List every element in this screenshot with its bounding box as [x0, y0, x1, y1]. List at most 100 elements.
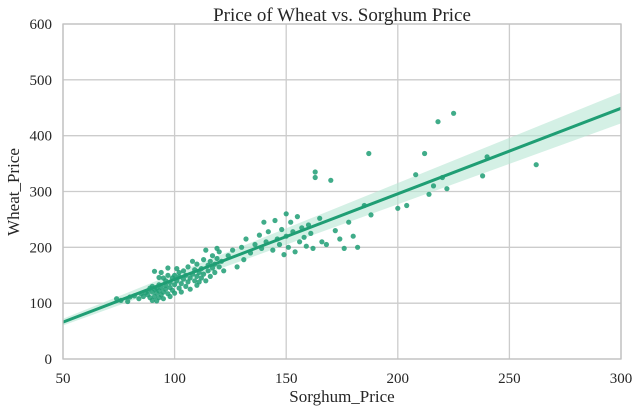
x-tick-label: 150: [275, 371, 298, 387]
data-point: [176, 285, 182, 291]
data-point: [174, 266, 180, 272]
data-point: [426, 191, 432, 197]
data-point: [281, 252, 287, 258]
data-point: [172, 282, 178, 288]
x-tick-label: 200: [387, 371, 410, 387]
data-point: [136, 296, 142, 302]
data-point: [301, 234, 307, 240]
data-point: [285, 244, 291, 250]
data-point: [187, 286, 193, 292]
y-tick-label: 500: [30, 73, 53, 89]
data-point: [413, 172, 419, 178]
data-points: [114, 110, 539, 305]
data-point: [178, 281, 184, 287]
data-point: [203, 278, 209, 284]
data-point: [332, 228, 338, 234]
data-point: [323, 241, 329, 248]
data-point: [241, 257, 247, 263]
plot-frame: [62, 23, 622, 360]
data-point: [207, 258, 213, 264]
data-point: [156, 274, 162, 281]
data-point: [312, 174, 318, 181]
data-point: [167, 293, 173, 300]
y-tick-labels: 0 100 200 300 400 500 600: [30, 17, 53, 368]
data-point: [261, 219, 267, 225]
data-point: [294, 214, 300, 220]
data-point: [355, 244, 361, 250]
data-point: [201, 257, 207, 263]
data-point: [140, 293, 146, 300]
data-point: [297, 239, 303, 245]
data-point: [272, 217, 278, 224]
data-point: [172, 290, 178, 296]
data-point: [198, 275, 204, 281]
y-tick-label: 300: [30, 185, 53, 201]
data-point: [276, 241, 283, 248]
regression-line: [62, 106, 622, 324]
data-point: [430, 183, 437, 189]
data-point: [149, 297, 155, 303]
data-point: [180, 268, 187, 274]
data-point: [451, 110, 457, 116]
data-point: [292, 249, 298, 255]
data-point: [480, 173, 486, 179]
data-point: [125, 298, 131, 305]
data-point: [230, 247, 236, 253]
data-point: [368, 212, 374, 218]
data-point: [288, 219, 294, 225]
data-point: [319, 239, 325, 245]
data-point: [189, 258, 196, 264]
data-point: [279, 226, 285, 233]
data-point: [196, 279, 202, 285]
data-point: [395, 205, 401, 211]
data-point: [346, 219, 352, 225]
data-point: [178, 289, 184, 295]
data-point: [203, 247, 209, 253]
data-point: [201, 271, 207, 277]
data-point: [239, 244, 245, 250]
data-point: [165, 265, 171, 271]
data-point: [337, 236, 343, 242]
data-point: [172, 272, 178, 278]
data-point: [185, 264, 191, 270]
data-point: [270, 247, 276, 253]
y-tick-label: 100: [30, 296, 53, 312]
x-tick-labels: 50 100 150 200 250 300: [56, 371, 633, 387]
data-point: [435, 119, 441, 125]
x-tick-label: 300: [610, 371, 633, 387]
data-point: [163, 286, 169, 292]
data-point: [310, 245, 316, 251]
data-point: [214, 255, 220, 262]
data-point: [221, 268, 227, 274]
data-point: [533, 162, 539, 168]
data-point: [243, 236, 249, 242]
x-tick-label: 100: [163, 371, 186, 387]
data-point: [158, 269, 164, 276]
data-point: [234, 264, 240, 270]
data-point: [265, 229, 271, 235]
data-point: [317, 215, 323, 221]
data-point: [341, 245, 347, 251]
data-point: [350, 233, 356, 239]
data-point: [216, 249, 222, 255]
data-point: [176, 269, 182, 276]
data-point: [212, 269, 218, 276]
data-point: [165, 272, 171, 278]
data-point: [194, 273, 200, 279]
chart-title: Price of Wheat vs. Sorghum Price: [213, 5, 471, 26]
data-point: [185, 279, 191, 285]
data-point: [192, 278, 198, 284]
x-tick-label: 250: [498, 371, 521, 387]
data-point: [207, 273, 213, 279]
y-tick-label: 200: [30, 240, 53, 256]
data-point: [444, 186, 450, 192]
data-point: [303, 243, 309, 249]
data-point: [256, 232, 262, 238]
data-point: [160, 296, 166, 302]
y-tick-label: 600: [30, 17, 53, 33]
data-point: [183, 283, 189, 289]
data-point: [194, 261, 200, 267]
x-axis-label: Sorghum_Price: [289, 387, 394, 406]
y-axis-label: Wheat_Price: [4, 148, 23, 236]
